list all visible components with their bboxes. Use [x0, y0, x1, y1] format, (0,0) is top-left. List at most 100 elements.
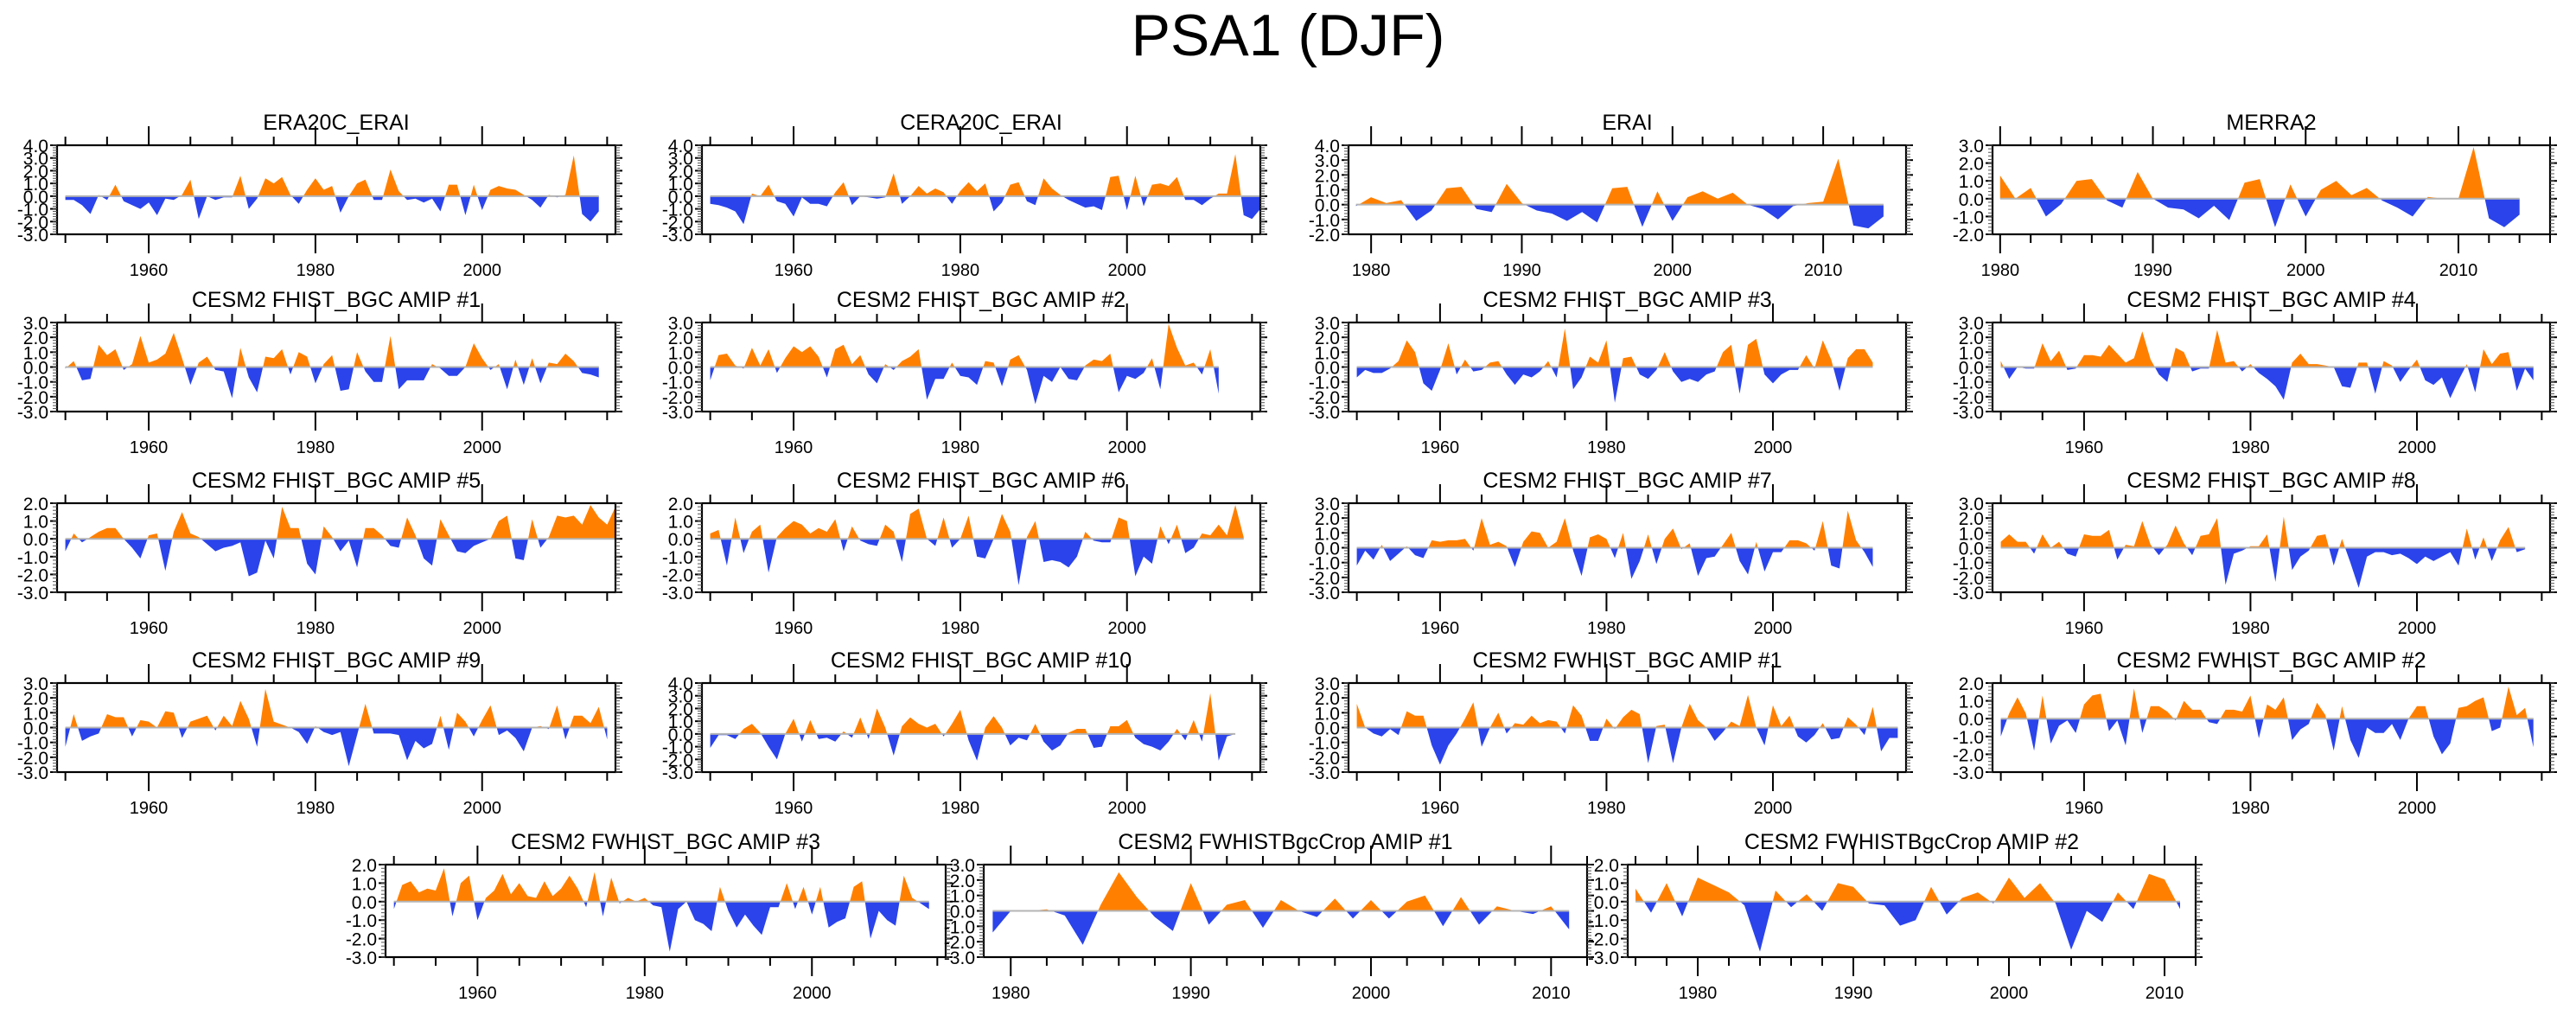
panel-15: CESM2 FWHIST_BGC AMIP #1-3.0-2.0-1.00.01… — [1288, 640, 1923, 824]
panel-title: CESM2 FHIST_BGC AMIP #3 — [1482, 288, 1771, 312]
x-tick-label: 2000 — [2398, 799, 2437, 818]
positive-area — [394, 868, 929, 902]
y-tick-label: 1.0 — [668, 513, 693, 533]
x-tick-label: 2000 — [793, 984, 832, 1003]
positive-area — [2001, 517, 2526, 548]
y-tick-label: -1.0 — [1588, 911, 1619, 931]
panel-16: CESM2 FWHIST_BGC AMIP #2-3.0-2.0-1.00.01… — [1932, 640, 2567, 824]
x-tick-label: 1960 — [1421, 438, 1460, 457]
x-tick-label: 2000 — [462, 799, 501, 818]
y-tick-label: 1.0 — [1594, 874, 1619, 894]
y-tick-label: 1.0 — [1959, 172, 1984, 192]
x-tick-label: 1980 — [941, 799, 980, 818]
x-tick-label: 1960 — [458, 984, 497, 1003]
plot-frame — [57, 145, 615, 234]
negative-area — [711, 734, 1236, 761]
y-tick-label: 3.0 — [23, 674, 48, 694]
positive-area — [1357, 511, 1873, 548]
y-tick-label: -2.0 — [1953, 226, 1984, 246]
negative-area — [66, 367, 599, 399]
panel-11: CESM2 FHIST_BGC AMIP #7-3.0-2.0-1.00.01.… — [1288, 460, 1923, 644]
x-tick-label: 2000 — [1107, 619, 1146, 638]
y-tick-label: 4.0 — [668, 137, 693, 156]
panel-1: ERA20C_ERAI-3.0-2.0-1.00.01.02.03.04.019… — [0, 102, 633, 286]
y-tick-label: -3.0 — [346, 948, 377, 968]
x-tick-label: 1990 — [2133, 261, 2172, 280]
panel-2: CERA20C_ERAI-3.0-2.0-1.00.01.02.03.04.01… — [641, 102, 1278, 286]
y-tick-label: 0.0 — [1959, 710, 1984, 730]
x-tick-label: 1960 — [1421, 619, 1460, 638]
x-tick-label: 1960 — [130, 438, 169, 457]
positive-area — [66, 333, 599, 367]
panel-title: CESM2 FWHIST_BGC AMIP #3 — [511, 830, 820, 854]
y-tick-label: 1.0 — [23, 513, 48, 533]
x-tick-label: 2010 — [1804, 261, 1843, 280]
x-tick-label: 2000 — [462, 619, 501, 638]
negative-area — [711, 539, 1244, 585]
y-tick-label: -1.0 — [662, 548, 693, 568]
x-tick-label: 1980 — [941, 619, 980, 638]
y-tick-label: -2.0 — [1588, 930, 1619, 950]
y-tick-label: 4.0 — [23, 137, 48, 156]
panel-title: CESM2 FWHISTBgcCrop AMIP #2 — [1744, 830, 2079, 854]
x-tick-label: 1980 — [992, 984, 1030, 1003]
x-tick-label: 1980 — [2231, 619, 2270, 638]
y-tick-label: -2.0 — [17, 565, 48, 585]
y-tick-label: 3.0 — [1959, 137, 1984, 156]
panel-title: CERA20C_ERAI — [900, 111, 1062, 135]
x-tick-label: 1980 — [1981, 261, 2020, 280]
negative-area — [1636, 902, 2180, 952]
panel-18: CESM2 FWHISTBgcCrop AMIP #1-3.0-2.0-1.00… — [923, 821, 1604, 1009]
x-tick-label: 1980 — [941, 438, 980, 457]
negative-area — [66, 539, 615, 576]
y-tick-label: 3.0 — [23, 314, 48, 334]
y-tick-label: 1.0 — [352, 874, 377, 894]
negative-area — [2000, 199, 2520, 227]
y-tick-label: -2.0 — [346, 930, 377, 950]
y-tick-label: 2.0 — [1959, 155, 1984, 175]
panel-title: CESM2 FHIST_BGC AMIP #4 — [2126, 288, 2415, 312]
positive-area — [711, 324, 1219, 367]
negative-area — [66, 196, 599, 221]
y-tick-label: 0.0 — [668, 530, 693, 550]
negative-area — [394, 902, 929, 952]
panel-title: CESM2 FHIST_BGC AMIP #10 — [831, 648, 1132, 673]
panel-9: CESM2 FHIST_BGC AMIP #5-3.0-2.0-1.00.01.… — [0, 460, 633, 644]
x-tick-label: 1980 — [296, 799, 335, 818]
x-tick-label: 1990 — [1834, 984, 1873, 1003]
x-tick-label: 1960 — [775, 438, 813, 457]
x-tick-label: 1960 — [775, 261, 813, 280]
main-title: PSA1 (DJF) — [0, 2, 2576, 69]
panel-8: CESM2 FHIST_BGC AMIP #4-3.0-2.0-1.00.01.… — [1932, 279, 2567, 463]
y-tick-label: 3.0 — [668, 314, 693, 334]
x-tick-label: 1990 — [1171, 984, 1210, 1003]
panel-title: ERAI — [1602, 111, 1652, 135]
positive-area — [1636, 874, 2180, 902]
panel-14: CESM2 FHIST_BGC AMIP #10-3.0-2.0-1.00.01… — [641, 640, 1278, 824]
positive-area — [66, 505, 615, 539]
x-tick-label: 2000 — [1654, 261, 1693, 280]
negative-area — [2001, 367, 2534, 400]
x-tick-label: 1990 — [1502, 261, 1541, 280]
negative-area — [2001, 548, 2526, 588]
panel-title: CESM2 FHIST_BGC AMIP #2 — [837, 288, 1125, 312]
y-tick-label: 2.0 — [1959, 674, 1984, 694]
panel-title: CESM2 FHIST_BGC AMIP #9 — [192, 648, 481, 673]
plot-frame — [702, 683, 1260, 772]
panel-13: CESM2 FHIST_BGC AMIP #9-3.0-2.0-1.00.01.… — [0, 640, 633, 824]
y-tick-label: 3.0 — [950, 856, 975, 876]
x-tick-label: 1980 — [1587, 619, 1626, 638]
panel-12: CESM2 FHIST_BGC AMIP #8-3.0-2.0-1.00.01.… — [1932, 460, 2567, 644]
x-tick-label: 1960 — [2065, 619, 2104, 638]
y-tick-label: 3.0 — [1315, 314, 1340, 334]
x-tick-label: 1980 — [296, 619, 335, 638]
positive-area — [711, 154, 1260, 196]
panel-17: CESM2 FWHIST_BGC AMIP #3-3.0-2.0-1.00.01… — [325, 821, 963, 1009]
x-tick-label: 2000 — [1754, 438, 1793, 457]
positive-area — [2001, 330, 2534, 367]
panel-title: CESM2 FHIST_BGC AMIP #7 — [1482, 469, 1771, 493]
x-tick-label: 2000 — [1754, 619, 1793, 638]
y-tick-label: -2.0 — [1953, 745, 1984, 765]
x-tick-label: 1960 — [2065, 799, 2104, 818]
x-tick-label: 1960 — [1421, 799, 1460, 818]
